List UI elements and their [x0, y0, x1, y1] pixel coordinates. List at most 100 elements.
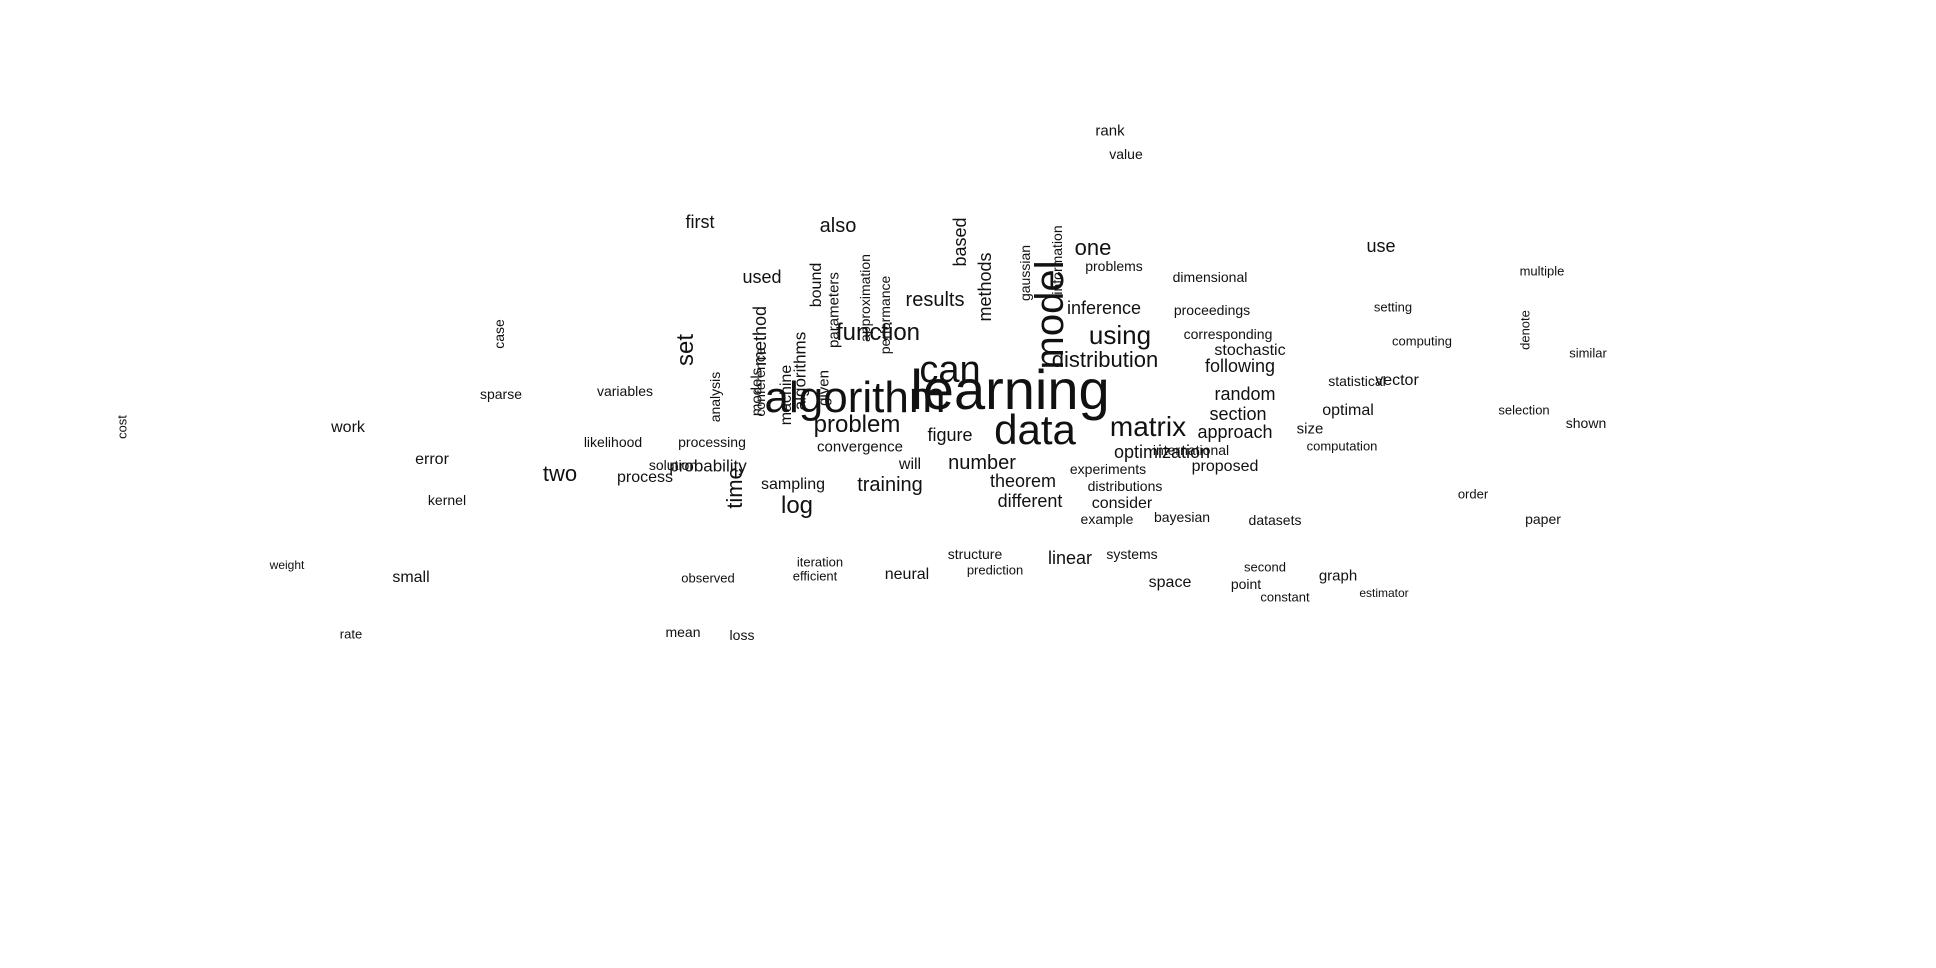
- cloud-word: analysis: [707, 371, 723, 423]
- cloud-word: second: [1244, 559, 1286, 575]
- cloud-word: use: [1366, 236, 1396, 256]
- cloud-word: conference: [752, 347, 768, 417]
- cloud-word: order: [1457, 486, 1489, 502]
- cloud-word: stochastic: [1214, 342, 1286, 359]
- cloud-word: based: [950, 217, 970, 267]
- cloud-word: log: [780, 492, 814, 519]
- cloud-word: bayesian: [1153, 509, 1211, 525]
- cloud-word: point: [1230, 576, 1262, 592]
- cloud-word: statistical: [1328, 373, 1386, 389]
- cloud-word: process: [616, 469, 674, 486]
- cloud-word: cost: [114, 415, 130, 439]
- cloud-word: optimal: [1322, 402, 1374, 419]
- cloud-word: number: [948, 452, 1016, 474]
- cloud-word: processing: [678, 434, 746, 450]
- cloud-word: value: [1109, 146, 1143, 162]
- cloud-word: size: [1296, 420, 1324, 438]
- cloud-word: systems: [1106, 546, 1158, 562]
- cloud-word: datasets: [1248, 512, 1302, 528]
- cloud-word: multiple: [1519, 263, 1565, 279]
- cloud-word: rate: [339, 626, 363, 642]
- cloud-word: small: [392, 569, 430, 586]
- cloud-word: computation: [1306, 438, 1378, 454]
- cloud-word: sparse: [479, 386, 523, 402]
- cloud-word: case: [491, 319, 507, 349]
- cloud-word: kernel: [427, 492, 467, 508]
- cloud-word: optimization: [1113, 442, 1211, 462]
- cloud-word: rank: [1095, 122, 1125, 140]
- cloud-word: efficient: [792, 568, 838, 584]
- cloud-word: solution: [648, 457, 698, 473]
- cloud-word: vector: [1375, 372, 1419, 389]
- cloud-word: function: [835, 319, 921, 346]
- cloud-word: given: [815, 370, 833, 406]
- cloud-word: space: [1148, 574, 1192, 591]
- cloud-word: selection: [1498, 402, 1550, 418]
- cloud-word: prediction: [966, 562, 1024, 578]
- cloud-word: sampling: [760, 476, 826, 493]
- cloud-word: distributions: [1087, 478, 1163, 494]
- cloud-word: algorithm: [764, 373, 946, 422]
- cloud-word: parameters: [825, 272, 843, 348]
- cloud-word: consider: [1091, 495, 1153, 512]
- cloud-word: experiments: [1069, 461, 1147, 477]
- cloud-word: methods: [975, 252, 995, 322]
- cloud-word: will: [898, 456, 922, 473]
- cloud-word: problem: [813, 411, 901, 438]
- cloud-word: variables: [596, 383, 654, 399]
- cloud-word: also: [819, 215, 857, 237]
- cloud-word: shown: [1565, 415, 1607, 431]
- cloud-word: approximation: [857, 254, 873, 342]
- cloud-word: neural: [884, 566, 930, 583]
- cloud-word: used: [742, 267, 782, 287]
- cloud-word: can: [919, 349, 981, 391]
- cloud-word: iteration: [796, 554, 844, 570]
- cloud-word: machine: [778, 364, 795, 426]
- cloud-word: matrix: [1109, 411, 1187, 442]
- cloud-word: first: [685, 212, 715, 232]
- cloud-word: figure: [927, 425, 973, 445]
- cloud-word: denote: [1517, 310, 1533, 350]
- cloud-word: two: [542, 461, 578, 486]
- cloud-word: distribution: [1051, 347, 1159, 372]
- cloud-word: gaussian: [1017, 244, 1033, 302]
- cloud-word: approach: [1197, 422, 1273, 442]
- cloud-word: proceedings: [1173, 302, 1251, 318]
- cloud-word: probability: [669, 456, 747, 476]
- cloud-word: paper: [1525, 511, 1561, 527]
- cloud-word: bound: [808, 262, 825, 308]
- cloud-word: international: [1152, 442, 1230, 458]
- cloud-word: constant: [1260, 589, 1310, 605]
- cloud-word: following: [1204, 356, 1276, 376]
- cloud-word: convergence: [817, 438, 903, 456]
- cloud-word: structure: [947, 546, 1003, 562]
- cloud-word: information: [1049, 225, 1065, 295]
- cloud-word: set: [672, 333, 699, 367]
- cloud-word: training: [857, 474, 923, 496]
- cloud-word: weight: [269, 558, 305, 572]
- cloud-word: different: [997, 491, 1063, 511]
- cloud-word: theorem: [989, 471, 1057, 491]
- cloud-word: section: [1209, 404, 1267, 424]
- cloud-word: inference: [1066, 298, 1142, 318]
- cloud-word: one: [1074, 235, 1112, 260]
- cloud-word: using: [1088, 320, 1152, 350]
- cloud-word: problems: [1085, 258, 1143, 274]
- cloud-word: dimensional: [1172, 269, 1248, 285]
- cloud-word: example: [1080, 511, 1134, 527]
- cloud-word: linear: [1047, 548, 1093, 568]
- cloud-word: computing: [1392, 333, 1452, 349]
- cloud-word: loss: [729, 627, 755, 643]
- cloud-word: data: [994, 406, 1076, 453]
- cloud-word: random: [1214, 384, 1276, 404]
- cloud-word: similar: [1569, 345, 1607, 361]
- cloud-word: setting: [1373, 299, 1413, 315]
- cloud-word: performance: [877, 275, 893, 355]
- cloud-word: learning: [910, 358, 1110, 421]
- cloud-word: estimator: [1359, 586, 1409, 600]
- cloud-word: graph: [1318, 567, 1358, 585]
- cloud-word: proposed: [1191, 458, 1259, 475]
- cloud-word: observed: [681, 570, 735, 586]
- cloud-word: corresponding: [1183, 326, 1273, 342]
